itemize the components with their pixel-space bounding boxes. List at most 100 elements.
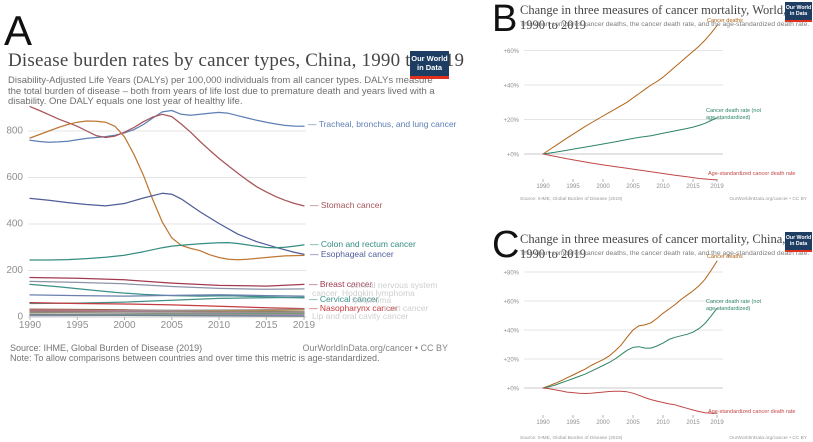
y-tick-label: +40%: [503, 329, 519, 335]
world-mortality-line-chart: +0% +20% +40% +60% 1990 1995 2000 2005 2010 2015 2…: [503, 25, 724, 190]
owid-logo-line1: Our World: [785, 5, 812, 11]
series-label-age-standardized-rate: Age-standardized cancer death rate: [708, 409, 796, 415]
ghost-label-cns-2: cancer: [312, 288, 338, 298]
x-tick-label: 1995: [66, 320, 89, 331]
owid-logo-line2: in Data: [789, 241, 808, 247]
panel-letter-b: B: [492, 0, 518, 40]
series-label-death-rate: Cancer death rate (not age-standardized): [706, 299, 762, 312]
series-line-leukemia: [29, 280, 305, 290]
series-label-cervical-cancer: Cervical cancer: [309, 294, 379, 304]
panel-a-dalys-china: A Disease burden rates by cancer types, …: [0, 0, 490, 442]
x-tick-label: 2000: [596, 184, 610, 190]
chart-b-source: Source: IHME, Global Burden of Disease (…: [520, 197, 623, 202]
series-line-esophageal-cancer: [29, 192, 305, 255]
x-tick-label: 2010: [656, 420, 670, 426]
series-label-colon-rectum-cancer: Colon and rectum cancer: [310, 239, 416, 249]
series-line-age-standardized-cancer-death-rate: [542, 153, 718, 181]
x-tick-label: 2005: [626, 184, 640, 190]
y-tick-label: +60%: [503, 49, 519, 55]
chart-a-attribution[interactable]: OurWorldInData.org/cancer • CC BY: [302, 343, 448, 353]
series-label-stomach-cancer: Stomach cancer: [310, 200, 382, 210]
series-line-tracheal-bronchus-and-lung-cancer: [29, 109, 305, 143]
owid-logo[interactable]: Our World in Data: [785, 232, 812, 252]
series-line-stomach-cancer: [29, 105, 305, 207]
x-tick-label: 1990: [536, 184, 550, 190]
china-mortality-line-chart: +0% +20% +40% +60% +80% 1990 1995 2000 2005 2010 2…: [503, 260, 724, 426]
chart-c-title: Change in three measures of cancer morta…: [520, 232, 786, 261]
x-tick-label: 2000: [113, 320, 136, 331]
ghost-label-lip-oral: Lip and oral cavity cancer: [312, 311, 409, 321]
x-tick-label: 1995: [566, 420, 580, 426]
series-line-pancreatic-cancer: [29, 296, 305, 305]
series-label-cancer-deaths: Cancer deaths: [707, 254, 743, 260]
y-tick-label: 800: [6, 126, 23, 137]
x-tick-label: 2010: [208, 320, 231, 331]
series-line-breast-cancer: [29, 276, 305, 287]
chart-c-source: Source: IHME, Global Burden of Disease (…: [520, 436, 623, 441]
x-tick-label: 2015: [686, 184, 700, 190]
chart-a-subtitle: Disability-Adjusted Life Years (DALYs) p…: [8, 75, 435, 107]
chart-c-subtitle: This chart compares cancer deaths, the c…: [520, 250, 810, 257]
series-line-nasopharynx-cancer: [29, 301, 305, 310]
owid-logo[interactable]: Our World in Data: [410, 51, 449, 79]
owid-logo[interactable]: Our World in Data: [785, 2, 812, 22]
y-tick-label: +20%: [503, 118, 519, 124]
panel-c-mortality-china: C Change in three measures of cancer mor…: [490, 221, 813, 442]
series-label-lung-cancer: Tracheal, bronchus, and lung cancer: [308, 119, 457, 129]
owid-logo-line1: Our World: [785, 235, 812, 241]
y-tick-label: +20%: [503, 358, 519, 364]
series-line-colon-and-rectum-cancer: [29, 241, 305, 261]
owid-logo-line2: in Data: [416, 62, 442, 72]
panel-b-mortality-world: B Change in three measures of cancer mor…: [490, 0, 813, 221]
y-tick-label: 0: [17, 312, 23, 323]
series-label-cancer-deaths: Cancer deaths: [707, 18, 743, 24]
panel-letter-c: C: [492, 224, 520, 266]
x-tick-label: 2015: [255, 320, 278, 331]
series-line-prostate-cancer: [29, 312, 305, 316]
x-tick-label: 2000: [596, 420, 610, 426]
y-tick-label: +80%: [503, 271, 519, 277]
owid-logo-line2: in Data: [789, 11, 808, 17]
series-line-cancer-deaths: [542, 25, 718, 155]
y-tick-label: 600: [6, 172, 23, 183]
y-tick-label: +0%: [507, 153, 520, 159]
x-tick-label: 2015: [686, 420, 700, 426]
x-tick-label: 1990: [19, 320, 42, 331]
owid-logo-line1: Our World: [411, 54, 448, 63]
y-tick-label: +40%: [503, 84, 519, 90]
ghost-label-tract: tract cancer: [384, 303, 429, 313]
panel-letter-a: A: [4, 7, 33, 54]
x-tick-label: 2019: [293, 320, 316, 331]
series-label-breast-cancer: Breast cancer: [309, 279, 372, 289]
chart-b-subtitle: This chart compares cancer deaths, the c…: [520, 21, 810, 28]
series-label-death-rate: Cancer death rate (not age-standardized): [706, 108, 762, 121]
x-tick-label: 2005: [161, 320, 184, 331]
series-line-age-standardized-cancer-death-rate: [542, 387, 718, 414]
series-label-esophageal-cancer: Esophageal cancer: [310, 249, 394, 259]
x-tick-label: 2005: [626, 420, 640, 426]
chart-b-attribution[interactable]: OurWorldInData.org/cancer • CC BY: [729, 197, 807, 202]
series-line-cancer-death-rate-not-age-standardized-: [542, 307, 718, 389]
chart-a-title: Disease burden rates by cancer types, Ch…: [8, 50, 465, 71]
chart-a-source: Source: IHME, Global Burden of Disease (…: [10, 343, 203, 353]
ghost-label-lymphoma: lymphoma: [352, 295, 392, 305]
chart-b-title: Change in three measures of cancer morta…: [520, 3, 787, 32]
y-tick-label: 400: [6, 219, 23, 230]
series-label-age-standardized-rate: Age-standardized cancer death rate: [708, 171, 796, 177]
x-tick-label: 2010: [656, 184, 670, 190]
x-tick-label: 1995: [566, 184, 580, 190]
series-line-cancer-death-rate-not-age-standardized-: [542, 117, 718, 155]
y-tick-label: +0%: [507, 387, 520, 393]
ghost-label-cns-1: central nervous system: [350, 280, 438, 290]
series-line-brain-and-central-nervous-system-cancer: [29, 294, 305, 297]
series-label-nasopharynx-cancer: Nasopharynx cancer: [309, 303, 398, 313]
x-tick-label: 1990: [536, 420, 550, 426]
x-tick-label: 2019: [710, 420, 724, 426]
x-tick-label: 2019: [710, 184, 724, 190]
chart-c-attribution[interactable]: OurWorldInData.org/cancer • CC BY: [729, 436, 807, 441]
y-tick-label: 200: [6, 265, 23, 276]
series-line-hodgkin-lymphoma: [29, 314, 305, 317]
ghost-label-hodgkin: Hodgkin lymphoma: [342, 288, 415, 298]
series-line-liver-cancer: [29, 120, 305, 261]
